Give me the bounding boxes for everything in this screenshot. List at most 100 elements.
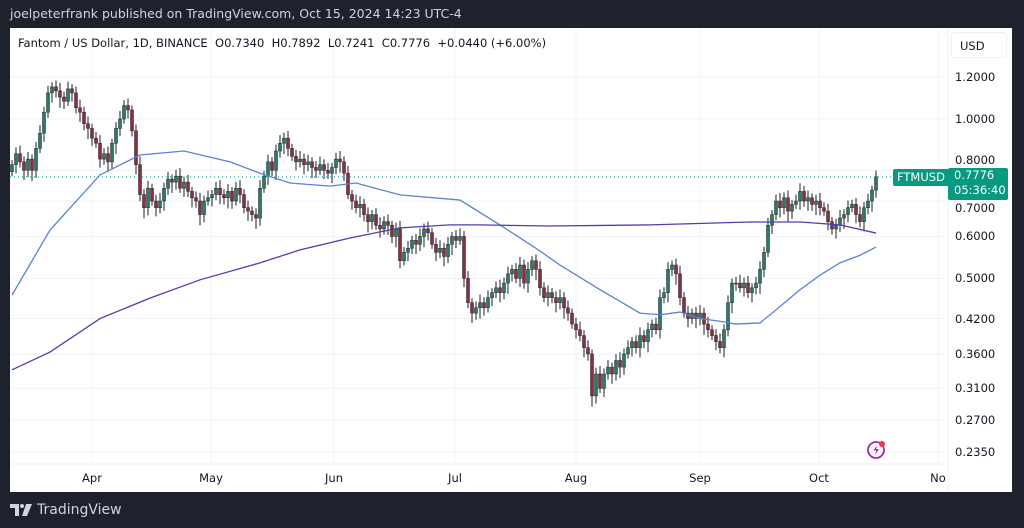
candle-down <box>270 161 274 171</box>
candle-down <box>238 188 242 195</box>
candle-down <box>314 167 318 171</box>
candle-up <box>114 128 118 144</box>
candle-down <box>430 232 434 245</box>
candle-down <box>522 264 526 284</box>
candle-down <box>470 302 474 314</box>
moving-average-fast <box>11 150 877 325</box>
candle-up <box>814 200 818 205</box>
candle-up <box>258 188 262 219</box>
candle-down <box>694 312 698 319</box>
last-price: 0.7776 <box>954 168 995 182</box>
candle-down <box>310 161 314 168</box>
price-tick-label: 0.7000 <box>955 201 996 215</box>
candle-down <box>562 297 566 309</box>
candle-down <box>246 207 250 212</box>
time-tick-label: Aug <box>564 471 588 485</box>
time-tick-label: Jul <box>448 471 462 485</box>
candle-down <box>18 153 22 163</box>
candle-down <box>134 130 138 165</box>
symbol-price-label: FTMUSD <box>893 169 949 186</box>
candle-up <box>202 200 206 215</box>
candle-up <box>66 88 70 102</box>
candle-down <box>342 161 346 174</box>
moving-average-slow <box>11 221 877 371</box>
candle-up <box>770 214 774 226</box>
candle-up <box>282 137 286 144</box>
candle-up <box>506 273 510 284</box>
candle-up <box>526 269 530 284</box>
candle-down <box>714 335 718 342</box>
candle-up <box>262 175 266 189</box>
candle-down <box>390 225 394 237</box>
candle-up <box>638 335 642 348</box>
currency-button[interactable]: USD <box>951 32 1007 58</box>
candle-up <box>558 297 562 303</box>
candle-up <box>806 197 810 202</box>
candle-up <box>494 287 498 293</box>
candle-up <box>402 252 406 261</box>
candle-up <box>666 269 670 293</box>
candle-down <box>242 194 246 208</box>
candle-down <box>142 194 146 208</box>
candle-up <box>870 189 874 202</box>
candle-down <box>294 156 298 163</box>
candle-up <box>406 248 410 253</box>
candle-down <box>590 353 594 397</box>
candle-up <box>450 236 454 245</box>
price-tick-label: 0.2700 <box>955 413 996 428</box>
candle-up <box>210 194 214 199</box>
candle-up <box>546 292 550 298</box>
candle-up <box>518 264 522 279</box>
candle-down <box>54 86 58 92</box>
candle-down <box>538 269 542 289</box>
candle-up <box>758 269 762 284</box>
candle-down <box>786 197 790 212</box>
time-tick-label: Apr <box>82 471 102 485</box>
candle-down <box>686 312 690 319</box>
candle-down <box>94 137 98 144</box>
candle-up <box>670 264 674 270</box>
candle-down <box>710 329 714 336</box>
candle-up <box>382 221 386 230</box>
candle-down <box>366 214 370 222</box>
candle-down <box>230 191 234 202</box>
price-tick-label: 0.6000 <box>955 229 996 244</box>
candle-up <box>622 353 626 368</box>
candle-down <box>442 248 446 257</box>
candle-up <box>162 188 166 202</box>
candle-down <box>74 92 78 109</box>
candle-down <box>350 194 354 202</box>
candle-up <box>650 323 654 330</box>
price-tick-label: 0.2350 <box>955 445 996 460</box>
candle-down <box>362 204 366 215</box>
chart-panel[interactable]: Fantom / US Dollar, 1D, BINANCE O0.7340 … <box>10 28 1012 492</box>
candle-up <box>26 158 30 171</box>
candle-down <box>542 287 546 298</box>
last-price-box: 0.7776 05:36:40 <box>948 168 1008 200</box>
candle-up <box>110 142 114 163</box>
candle-up <box>726 302 730 330</box>
candle-up <box>42 111 46 134</box>
candle-up <box>734 282 738 285</box>
lightning-alert-icon[interactable] <box>866 438 888 460</box>
candle-up <box>530 260 534 270</box>
candle-up <box>790 204 794 212</box>
candle-up <box>50 86 54 94</box>
candle-up <box>446 244 450 257</box>
price-chart[interactable] <box>10 28 1012 492</box>
candle-down <box>854 204 858 215</box>
candle-down <box>598 373 602 389</box>
candle-up <box>206 197 210 202</box>
candle-up <box>266 161 270 177</box>
candle-up <box>438 248 442 253</box>
candle-down <box>778 200 782 208</box>
tradingview-brand[interactable]: TradingView <box>10 502 122 518</box>
candle-down <box>374 214 378 226</box>
price-tick-label: 0.3100 <box>955 381 996 396</box>
candle-down <box>802 191 806 202</box>
candle-up <box>306 161 310 165</box>
brand-name: TradingView <box>37 502 122 518</box>
candle-down <box>634 341 638 348</box>
candle-down <box>98 142 102 160</box>
candle-down <box>706 323 710 330</box>
